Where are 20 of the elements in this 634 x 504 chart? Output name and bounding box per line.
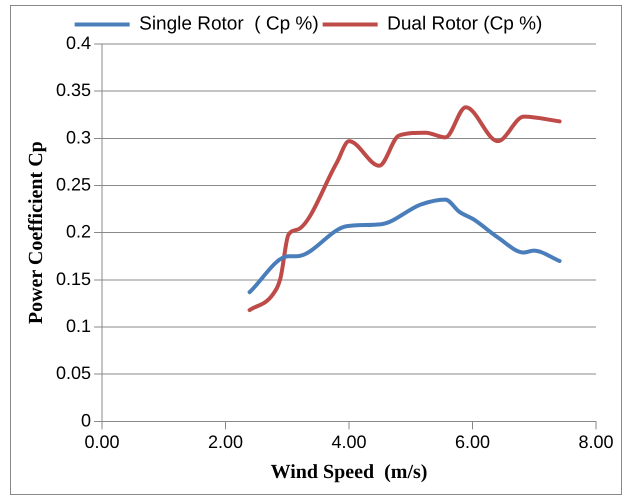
line-series (248, 198, 562, 294)
y-tick-label: 0.35 (56, 80, 92, 100)
y-tick-label: 0.15 (56, 268, 92, 289)
legend-label: Single Rotor ( Cp %) (139, 14, 319, 35)
line-series (248, 105, 562, 312)
x-tick-label: 4.00 (331, 432, 367, 452)
y-axis-title: Power Coefficient Cp (25, 141, 48, 324)
x-tick-label: 2.00 (208, 432, 244, 452)
y-tick-label: 0.3 (66, 127, 92, 148)
y-tick-label: 0.25 (56, 174, 92, 194)
legend-label: Dual Rotor (Cp %) (387, 14, 542, 35)
x-tick-label: 6.00 (454, 432, 490, 452)
x-axis-title: Wind Speed (m/s) (270, 461, 428, 484)
y-tick-label: 0 (81, 410, 92, 430)
x-tick-label: 8.00 (578, 432, 614, 452)
y-tick-label: 0.2 (66, 222, 92, 242)
y-tick-label: 0.1 (66, 316, 92, 336)
x-tick-label: 0.00 (84, 432, 120, 452)
y-tick-label: 0.4 (66, 32, 92, 53)
y-tick-label: 0.05 (56, 363, 92, 384)
